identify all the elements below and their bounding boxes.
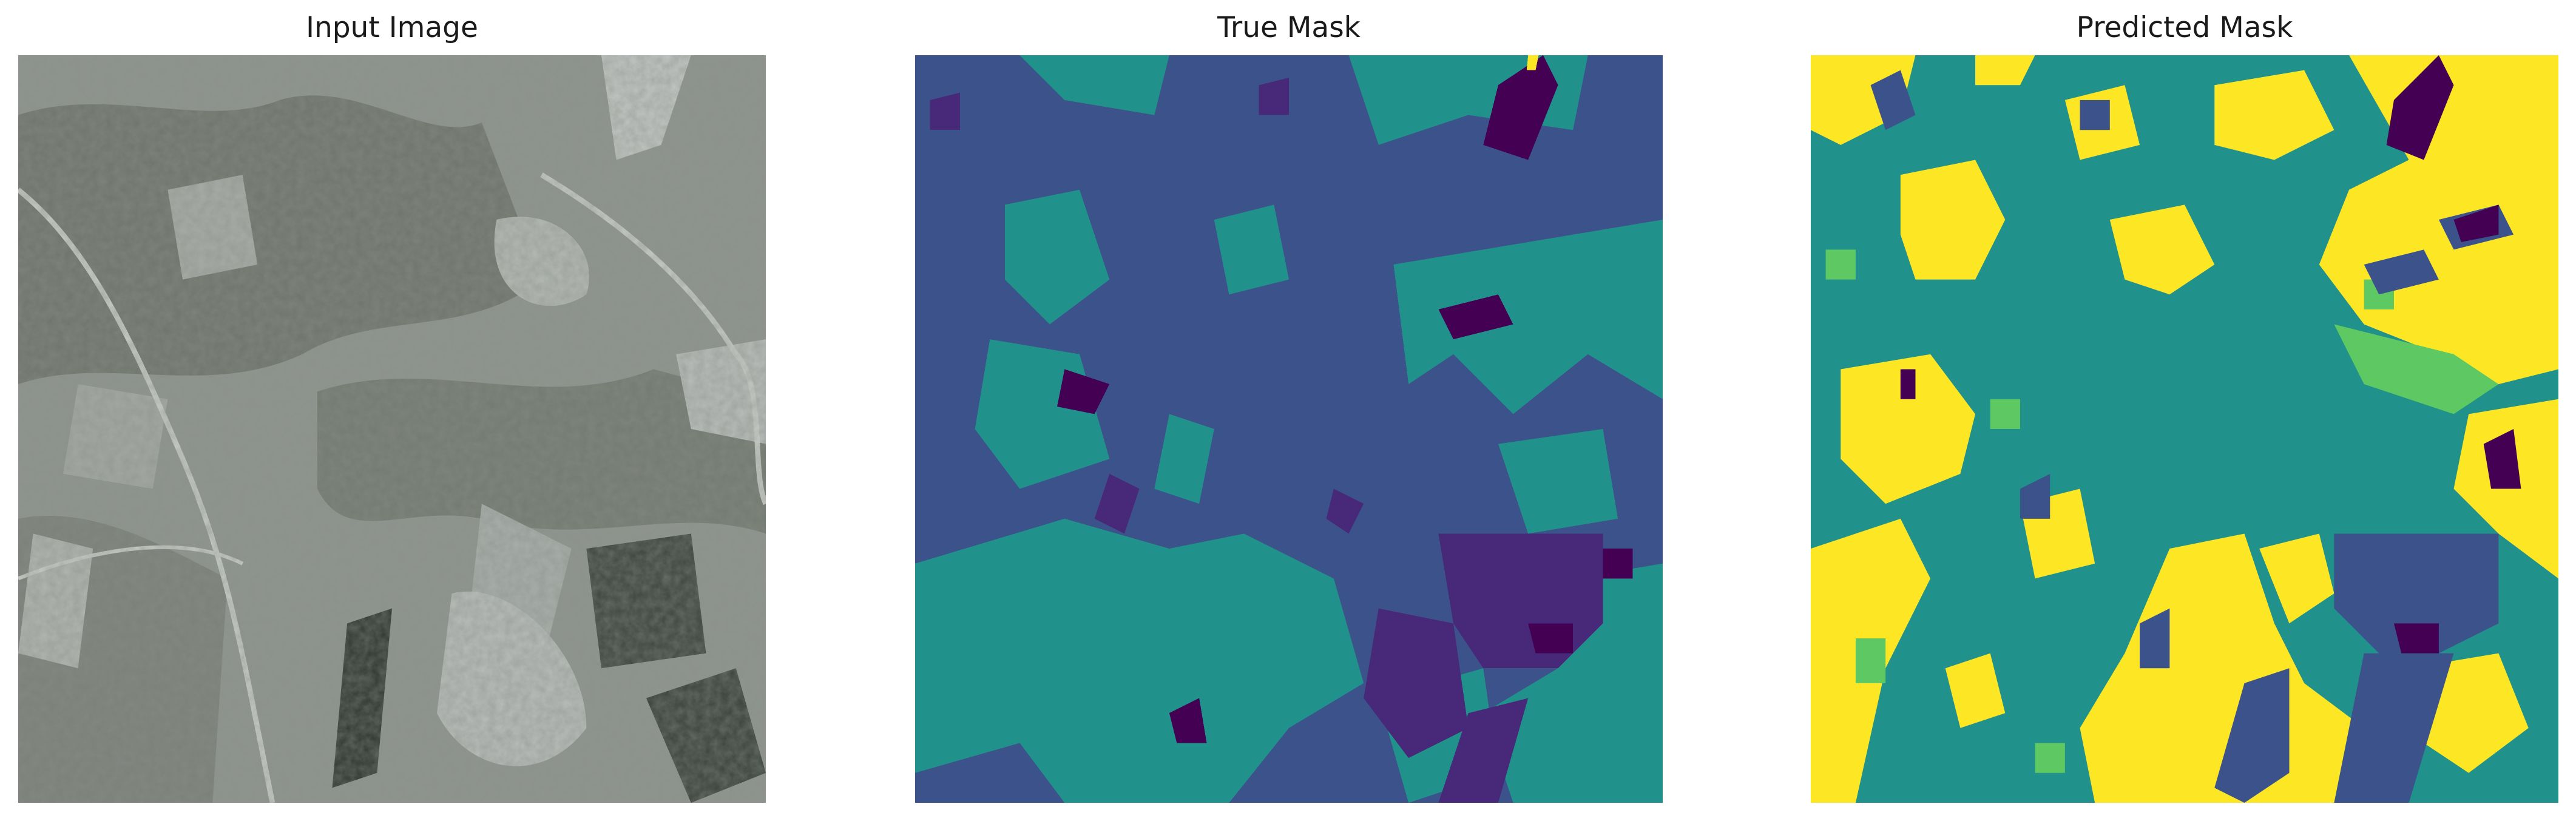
true-mask-title: True Mask xyxy=(1217,11,1361,44)
input-image-title: Input Image xyxy=(306,11,478,44)
predicted-mask-title: Predicted Mask xyxy=(2076,11,2293,44)
predicted-mask-panel: Predicted Mask xyxy=(1811,0,2558,821)
input-image-panel: Input Image xyxy=(18,0,766,821)
true-mask-image xyxy=(915,55,1663,803)
true-mask-panel: True Mask xyxy=(915,0,1663,821)
input-image xyxy=(18,55,766,803)
predicted-mask-raster xyxy=(1811,55,2558,803)
aerial-photo xyxy=(18,55,766,803)
predicted-mask-image xyxy=(1811,55,2558,803)
true-mask-raster xyxy=(915,55,1663,803)
